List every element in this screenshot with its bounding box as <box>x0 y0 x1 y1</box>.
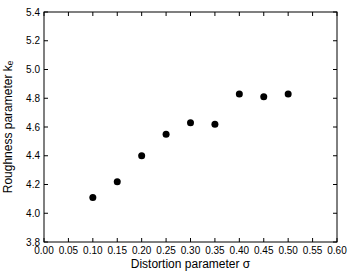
point <box>114 178 121 185</box>
x-tick-label: 0.10 <box>83 245 103 256</box>
point <box>89 194 96 201</box>
x-tick-label: 0.20 <box>132 245 152 256</box>
x-tick <box>239 12 240 16</box>
y-tick-label: 5.4 <box>26 7 40 18</box>
x-tick <box>214 12 215 16</box>
y-tick-label: 5.0 <box>26 64 40 75</box>
y-tick-label: 5.2 <box>26 35 40 46</box>
x-tick-label: 0.25 <box>156 245 176 256</box>
x-tick <box>263 12 264 16</box>
points <box>89 90 291 201</box>
y-tick <box>333 184 337 185</box>
x-tick <box>288 12 289 16</box>
x-tick-label: 0.35 <box>205 245 225 256</box>
y-tick-label: 4.0 <box>26 208 40 219</box>
x-tick <box>117 238 118 242</box>
y-tick <box>44 69 48 70</box>
x-tick-label: 0.40 <box>230 245 250 256</box>
y-tick <box>44 98 48 99</box>
y-tick <box>44 40 48 41</box>
y-tick-label: 4.8 <box>26 93 40 104</box>
x-tick <box>263 238 264 242</box>
x-tick <box>190 12 191 16</box>
x-tick-label: 0.55 <box>303 245 323 256</box>
x-tick <box>288 238 289 242</box>
x-tick-label: 0.45 <box>254 245 274 256</box>
x-tick <box>141 238 142 242</box>
x-tick-label: 0.05 <box>59 245 79 256</box>
y-tick <box>44 155 48 156</box>
y-tick <box>44 127 48 128</box>
y-tick-label: 3.8 <box>26 237 40 248</box>
y-tick <box>333 213 337 214</box>
x-tick <box>68 238 69 242</box>
point <box>187 119 194 126</box>
x-axis-title: Distortion parameter σ <box>131 257 251 271</box>
y-tick-label: 4.4 <box>26 150 40 161</box>
y-tick <box>333 98 337 99</box>
x-tick <box>166 12 167 16</box>
x-tick-label: 0.15 <box>108 245 128 256</box>
x-tick <box>141 12 142 16</box>
x-tick <box>312 12 313 16</box>
y-axis-title: Roughness parameter kₑ <box>1 60 15 193</box>
x-tick <box>214 238 215 242</box>
y-tick <box>333 127 337 128</box>
point <box>236 90 243 97</box>
y-tick <box>333 155 337 156</box>
point <box>211 121 218 128</box>
y-tick-label: 4.2 <box>26 179 40 190</box>
y-tick <box>44 213 48 214</box>
x-tick <box>312 238 313 242</box>
x-tick <box>68 12 69 16</box>
x-tick <box>190 238 191 242</box>
y-tick <box>44 184 48 185</box>
x-tick <box>117 12 118 16</box>
y-tick <box>333 40 337 41</box>
x-tick-label: 0.60 <box>327 245 347 256</box>
chart: 0.000.050.100.150.200.250.300.350.400.45… <box>0 0 360 272</box>
x-tick <box>166 238 167 242</box>
x-tick <box>239 238 240 242</box>
point <box>138 152 145 159</box>
y-tick <box>333 69 337 70</box>
x-tick <box>92 12 93 16</box>
x-tick-label: 0.30 <box>181 245 201 256</box>
point <box>260 93 267 100</box>
point <box>163 131 170 138</box>
x-tick-label: 0.50 <box>278 245 298 256</box>
point <box>285 90 292 97</box>
plot-frame <box>44 12 337 242</box>
x-tick <box>92 238 93 242</box>
y-tick-label: 4.6 <box>26 122 40 133</box>
